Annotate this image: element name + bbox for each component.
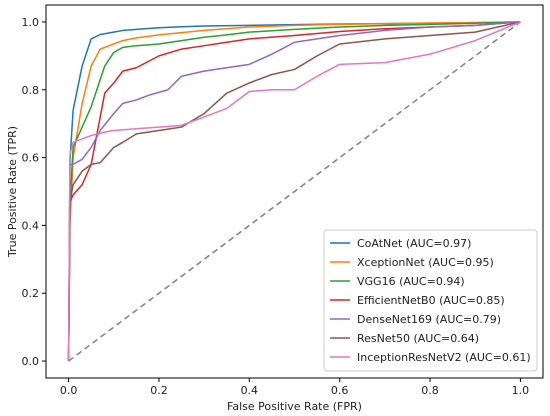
legend-box (323, 229, 538, 372)
y-tick-label: 1.0 (22, 16, 40, 29)
legend-entry: CoAtNet (AUC=0.97) (357, 237, 471, 250)
x-tick-label: 0.0 (60, 384, 78, 397)
series-layer (67, 21, 521, 362)
y-tick-label: 0.4 (22, 219, 40, 232)
legend-entry: VGG16 (AUC=0.94) (357, 275, 465, 288)
legend-entry: XceptionNet (AUC=0.95) (357, 256, 494, 269)
x-tick-label: 0.4 (241, 384, 259, 397)
series-line-5 (67, 21, 521, 362)
y-tick-label: 0.0 (22, 355, 40, 368)
x-tick-label: 0.2 (150, 384, 168, 397)
y-axis-label: True Positive Rate (TPR) (6, 126, 19, 258)
series-line-2 (67, 21, 521, 362)
legend-entry: InceptionResNetV2 (AUC=0.61) (357, 351, 531, 364)
series-line-6 (67, 21, 521, 362)
y-tick-label: 0.2 (22, 287, 40, 300)
reference-line-layer (68, 21, 521, 362)
x-axis: 0.0 0.2 0.4 0.6 0.8 1.0 (60, 378, 529, 397)
series-line-3 (67, 21, 521, 362)
legend-entry: ResNet50 (AUC=0.64) (357, 332, 479, 345)
x-tick-label: 0.6 (331, 384, 349, 397)
chance-reference-line (68, 21, 521, 362)
x-tick-label: 1.0 (512, 384, 530, 397)
y-tick-label: 0.8 (22, 84, 40, 97)
x-tick-label: 0.8 (421, 384, 439, 397)
y-axis: 0.0 0.2 0.4 0.6 0.8 1.0 (22, 16, 46, 368)
legend: CoAtNet (AUC=0.97) XceptionNet (AUC=0.95)… (323, 229, 538, 372)
series-line-4 (67, 21, 521, 362)
series-line-1 (67, 21, 521, 362)
plot-area (45, 4, 544, 379)
legend-entry: EfficientNetB0 (AUC=0.85) (357, 294, 505, 307)
x-axis-label: False Positive Rate (FPR) (227, 400, 362, 413)
y-tick-label: 0.6 (22, 152, 40, 165)
legend-entry: DenseNet169 (AUC=0.79) (357, 313, 501, 326)
